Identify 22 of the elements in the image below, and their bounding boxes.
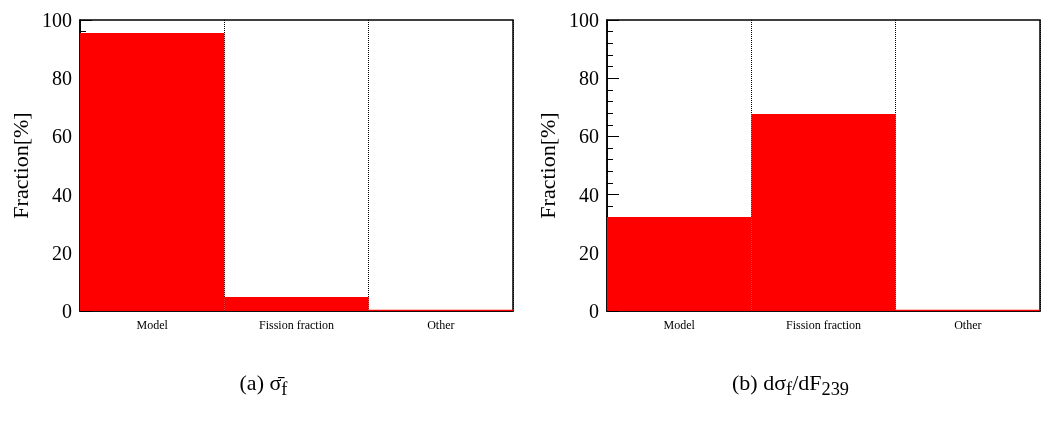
x-tick-label: Model	[136, 318, 169, 332]
x-tick-label: Other	[954, 318, 982, 332]
y-tick-label: 60	[52, 125, 72, 148]
x-tick-label: Other	[427, 318, 455, 332]
y-tick-label: 20	[579, 241, 599, 264]
y-tick-label: 100	[569, 9, 599, 31]
y-tick-label: 0	[62, 300, 72, 322]
y-tick-label: 20	[52, 241, 72, 264]
y-tick-label: 100	[42, 9, 72, 31]
y-axis-title: Fraction[%]	[7, 112, 33, 219]
y-tick-label: 60	[579, 125, 599, 148]
x-tick-label: Fission fraction	[786, 318, 861, 332]
y-tick-label: 80	[52, 67, 72, 90]
y-tick-label: 0	[589, 300, 599, 322]
y-tick-label: 80	[579, 67, 599, 90]
y-tick-label: 40	[52, 183, 72, 206]
y-tick-label: 40	[579, 183, 599, 206]
x-tick-label: Fission fraction	[259, 318, 334, 332]
text: (b) dσ$_{f}$/dF$_{239}$	[731, 370, 850, 401]
y-axis-title: Fraction[%]	[534, 112, 560, 219]
x-tick-label: Model	[663, 318, 696, 332]
text: (a) σ̄$_{f}$	[238, 370, 289, 401]
